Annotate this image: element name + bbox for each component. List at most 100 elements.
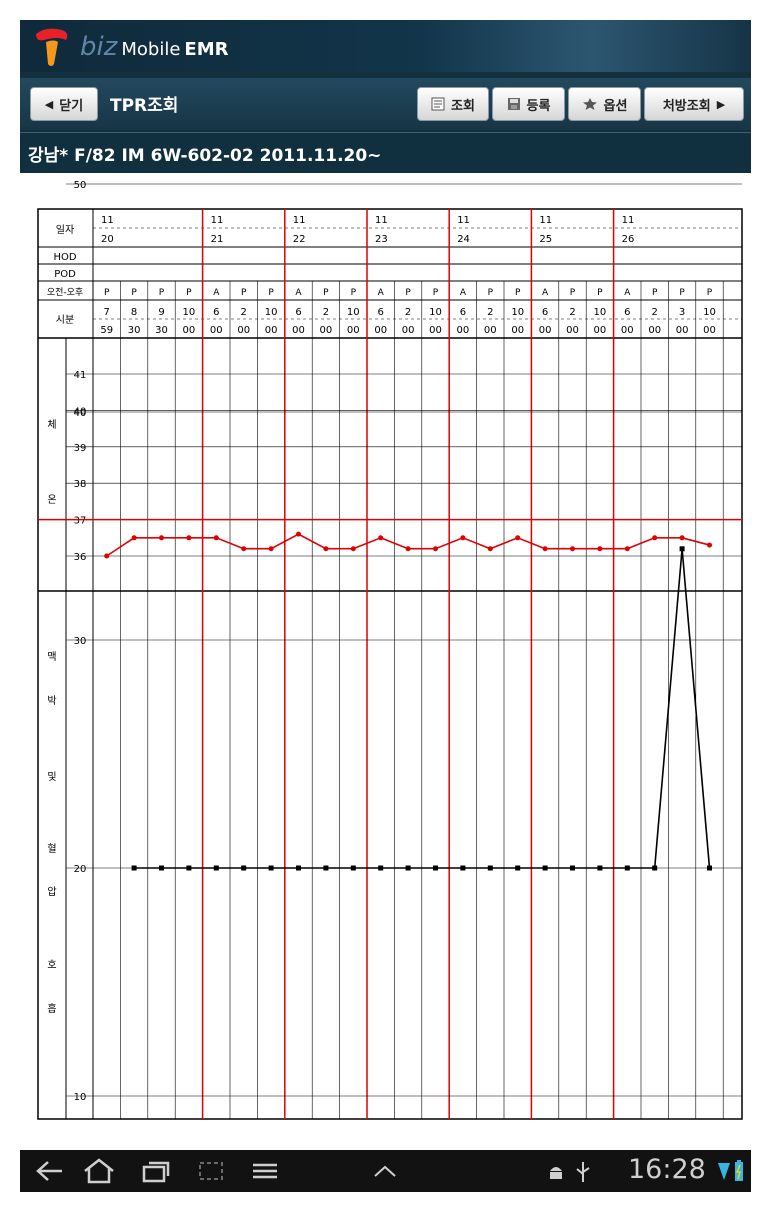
- pulse-section-label: 및: [47, 771, 56, 783]
- respiration-point: [186, 865, 192, 871]
- minute-cell: 00: [484, 325, 497, 336]
- respiration-point: [597, 865, 603, 871]
- pulse-section-label: 호: [47, 959, 56, 971]
- temperature-point: [433, 546, 438, 552]
- ampm-cell: P: [268, 288, 274, 298]
- brand-suffix: EMR: [184, 39, 229, 60]
- hour-cell: 10: [703, 307, 716, 318]
- respiration-point: [296, 865, 301, 871]
- patient-info: 강남* F/82 IM 6W-602-02 2011.11.20~: [28, 146, 382, 166]
- vitals-tick-label: 40: [74, 408, 87, 419]
- hour-cell: 2: [405, 307, 411, 318]
- date-day: 22: [293, 234, 306, 245]
- temp-section-label: 체: [47, 419, 56, 431]
- vitals-tick-label: 10: [74, 1092, 87, 1103]
- vitals-tick-label: 30: [74, 636, 87, 647]
- temperature-point: [241, 546, 247, 552]
- minute-cell: 30: [128, 325, 141, 336]
- temperature-point: [378, 535, 384, 541]
- minute-cell: 00: [566, 325, 579, 336]
- pulse-section-label: 흡: [47, 1002, 56, 1015]
- temperature-point: [652, 535, 658, 541]
- menu-icon[interactable]: [250, 1158, 280, 1184]
- ampm-cell: P: [241, 288, 247, 298]
- temperature-point: [296, 531, 301, 537]
- temperature-point: [268, 546, 274, 552]
- hour-cell: 7: [104, 307, 110, 318]
- row-label-hod: HOD: [53, 252, 76, 263]
- brand-middle: Mobile: [121, 39, 181, 60]
- search-button-label: 조회: [451, 98, 475, 114]
- date-day: 26: [622, 234, 635, 245]
- temperature-point: [323, 546, 329, 552]
- close-button[interactable]: ◀ 닫기: [30, 87, 98, 121]
- home-icon[interactable]: [82, 1158, 116, 1184]
- forward-arrow-icon: ▶: [716, 97, 726, 111]
- screenshot-icon[interactable]: [196, 1158, 226, 1184]
- respiration-point: [542, 865, 548, 871]
- option-button-label: 옵션: [603, 98, 628, 114]
- pulse-section-label: 박: [47, 695, 56, 707]
- battery-icon: [735, 1160, 743, 1181]
- vitals-tick-label: 50: [74, 180, 87, 191]
- date-month: 11: [293, 215, 306, 226]
- respiration-point: [241, 865, 247, 871]
- respiration-point: [405, 865, 411, 871]
- ampm-cell: P: [433, 288, 439, 298]
- sk-logo-icon: [36, 28, 68, 66]
- status-clock: 16:28: [628, 1154, 706, 1185]
- ampm-cell: P: [351, 288, 357, 298]
- minute-cell: 00: [183, 325, 196, 336]
- ampm-cell: A: [624, 288, 631, 298]
- ampm-cell: P: [515, 288, 521, 298]
- date-day: 21: [211, 234, 224, 245]
- respiration-point: [487, 865, 493, 871]
- minute-cell: 00: [210, 325, 223, 336]
- chevron-up-icon[interactable]: [370, 1158, 400, 1184]
- date-day: 23: [375, 234, 388, 245]
- hour-cell: 2: [241, 307, 247, 318]
- pulse-section-label: 맥: [47, 651, 56, 663]
- minute-cell: 00: [703, 325, 716, 336]
- hour-cell: 6: [378, 307, 384, 318]
- vitals-tick-label: 20: [74, 864, 87, 875]
- prescription-button-label: 처방조회: [662, 98, 711, 114]
- prescription-button[interactable]: 처방조회 ▶: [644, 87, 744, 121]
- respiration-point: [460, 865, 466, 871]
- temperature-point: [213, 535, 219, 541]
- hour-cell: 10: [265, 307, 278, 318]
- temp-tick-label: 36: [74, 552, 87, 563]
- temperature-point: [405, 546, 411, 552]
- search-button[interactable]: 조회: [417, 87, 489, 121]
- hour-cell: 8: [131, 307, 137, 318]
- ampm-cell: P: [597, 288, 603, 298]
- hour-cell: 2: [652, 307, 658, 318]
- temperature-point: [570, 546, 575, 552]
- temperature-point: [159, 535, 164, 541]
- ampm-cell: A: [460, 288, 467, 298]
- respiration-point: [570, 865, 575, 871]
- back-icon[interactable]: [34, 1158, 66, 1184]
- ampm-cell: A: [213, 288, 220, 298]
- respiration-point: [624, 865, 630, 871]
- hour-cell: 10: [429, 307, 442, 318]
- temperature-point: [104, 553, 110, 559]
- ampm-cell: P: [104, 288, 110, 298]
- minute-cell: 00: [347, 325, 360, 336]
- respiration-point: [213, 865, 219, 871]
- date-month: 11: [539, 215, 552, 226]
- temperature-point: [624, 546, 630, 552]
- respiration-point: [515, 865, 521, 871]
- temperature-point: [707, 542, 712, 548]
- hour-cell: 10: [347, 307, 360, 318]
- ampm-cell: A: [378, 288, 385, 298]
- list-icon: [431, 97, 445, 111]
- respiration-point: [652, 865, 658, 871]
- save-icon: [507, 98, 520, 110]
- option-button[interactable]: 옵션: [568, 87, 641, 121]
- date-day: 25: [539, 234, 552, 245]
- recent-apps-icon[interactable]: [140, 1158, 172, 1184]
- hour-cell: 3: [679, 307, 685, 318]
- register-button[interactable]: 등록: [492, 87, 565, 121]
